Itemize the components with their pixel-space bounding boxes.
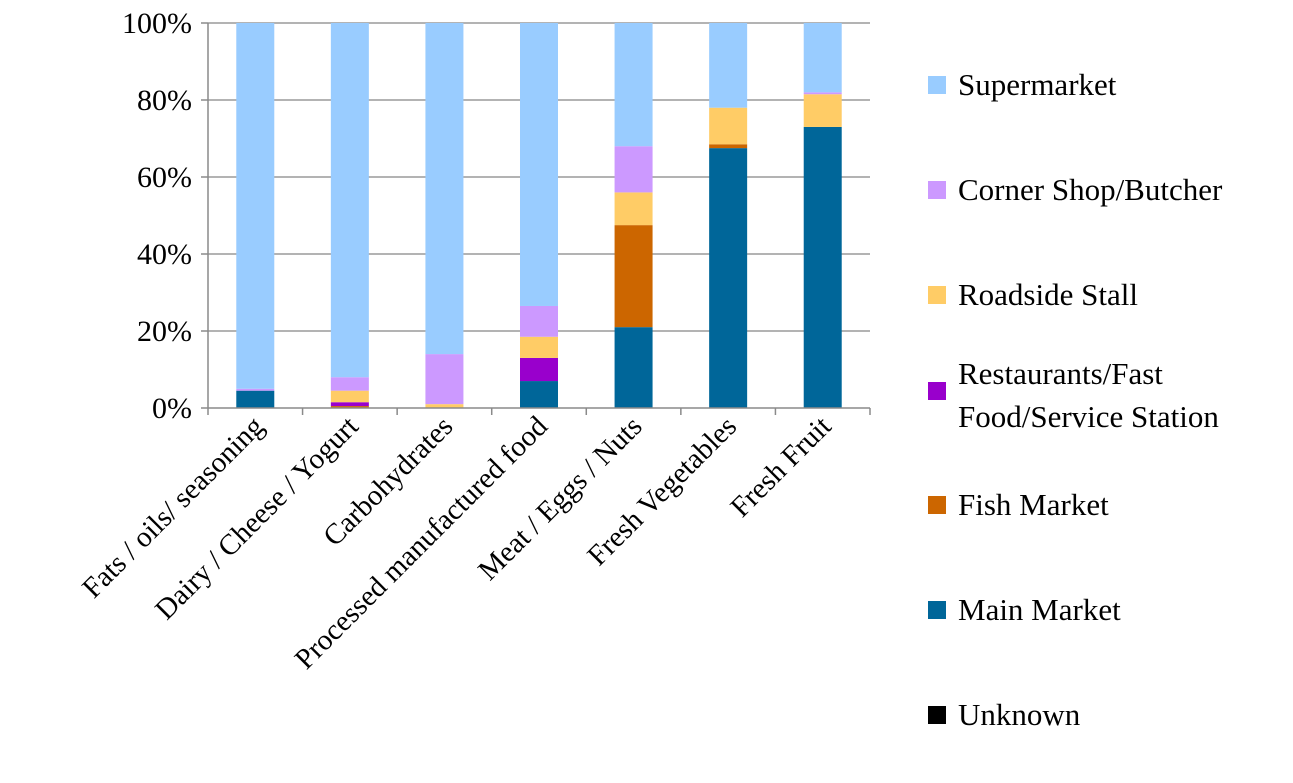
y-tick-label-80: 80% bbox=[137, 84, 192, 117]
bar-fats-oils-seasoning-corner-shop-butcher bbox=[236, 388, 275, 391]
legend-swatch-corner-shop-butcher bbox=[928, 181, 946, 199]
legend-label-roadside-stall: Roadside Stall bbox=[958, 277, 1138, 312]
legend-label-supermarket: Supermarket bbox=[958, 67, 1117, 102]
bar-processed-manufactured-food-roadside-stall bbox=[520, 336, 558, 358]
legend-label-main-market: Main Market bbox=[958, 592, 1121, 627]
bar-fresh-vegetables-fish-market bbox=[709, 144, 748, 149]
bar-dairy-cheese-yogurt-roadside-stall bbox=[330, 390, 369, 403]
bar-processed-manufactured-food-restaurants-fast-food-service-station bbox=[520, 357, 558, 382]
bar-fresh-fruit-main-market bbox=[803, 126, 842, 408]
legend-swatch-supermarket bbox=[928, 76, 946, 94]
bar-meat-eggs-nuts-main-market bbox=[614, 327, 653, 408]
bar-meat-eggs-nuts-supermarket bbox=[614, 23, 653, 147]
legend-item-supermarket: Supermarket bbox=[928, 67, 1117, 102]
legend-swatch-unknown bbox=[928, 706, 946, 724]
legend: Supermarket Corner Shop/Butcher Roadside S… bbox=[928, 67, 1223, 732]
bar-fats-oils-seasoning-supermarket bbox=[236, 23, 275, 389]
bar-dairy-cheese-yogurt-corner-shop-butcher bbox=[330, 377, 369, 391]
bar-fresh-vegetables-main-market bbox=[709, 148, 748, 408]
axes bbox=[201, 22, 871, 415]
legend-item-roadside-stall: Roadside Stall bbox=[928, 277, 1138, 312]
x-tick-label-fresh-fruit: Fresh Fruit bbox=[724, 410, 837, 523]
bar-fresh-vegetables-supermarket bbox=[709, 23, 748, 108]
y-tick-label-100: 100% bbox=[122, 7, 192, 40]
y-tick-label-0: 0% bbox=[152, 392, 192, 425]
legend-item-unknown: Unknown bbox=[928, 697, 1081, 732]
legend-label-unknown: Unknown bbox=[958, 697, 1081, 732]
bar-fresh-fruit-roadside-stall bbox=[803, 94, 842, 127]
legend-item-restaurants-fast-food-service-station: Restaurants/Fast Food/Service Station bbox=[928, 356, 1219, 434]
x-tick-label-meat-eggs-nuts: Meat / Eggs / Nuts bbox=[472, 410, 648, 586]
bar-dairy-cheese-yogurt-supermarket bbox=[330, 23, 369, 378]
legend-item-corner-shop-butcher: Corner Shop/Butcher bbox=[928, 172, 1223, 207]
legend-label-fish-market: Fish Market bbox=[958, 487, 1109, 522]
legend-swatch-fish-market bbox=[928, 496, 946, 514]
x-tick-label-fats-oils-seasoning: Fats / oils/ seasoning bbox=[76, 410, 270, 604]
bar-fats-oils-seasoning-main-market bbox=[236, 390, 275, 408]
bar-dairy-cheese-yogurt-restaurants-fast-food-service-station bbox=[330, 402, 369, 407]
y-tick-label-40: 40% bbox=[137, 238, 192, 271]
bar-meat-eggs-nuts-fish-market bbox=[614, 225, 653, 328]
bar-meat-eggs-nuts-corner-shop-butcher bbox=[614, 146, 653, 193]
bars bbox=[236, 23, 842, 408]
bar-carbohydrates-roadside-stall bbox=[425, 404, 464, 408]
legend-item-fish-market: Fish Market bbox=[928, 487, 1109, 522]
legend-swatch-restaurants-fast-food-service-station bbox=[928, 382, 946, 400]
bar-fresh-fruit-supermarket bbox=[803, 23, 842, 93]
bar-fresh-vegetables-roadside-stall bbox=[709, 107, 748, 145]
legend-item-main-market: Main Market bbox=[928, 592, 1121, 627]
bar-fresh-fruit-corner-shop-butcher bbox=[803, 92, 842, 95]
y-tick-label-60: 60% bbox=[137, 161, 192, 194]
bar-meat-eggs-nuts-roadside-stall bbox=[614, 192, 653, 226]
legend-swatch-roadside-stall bbox=[928, 286, 946, 304]
bar-processed-manufactured-food-main-market bbox=[520, 381, 558, 408]
legend-swatch-main-market bbox=[928, 601, 946, 619]
bar-carbohydrates-corner-shop-butcher bbox=[425, 354, 464, 405]
bar-processed-manufactured-food-supermarket bbox=[520, 23, 558, 306]
bar-processed-manufactured-food-corner-shop-butcher bbox=[520, 305, 558, 337]
y-tick-labels: 0% 20% 40% 60% 80% 100% bbox=[122, 7, 192, 425]
bar-dairy-cheese-yogurt-fish-market bbox=[330, 406, 369, 408]
y-tick-label-20: 20% bbox=[137, 315, 192, 348]
legend-label-restaurants-fast-food-service-station: Restaurants/Fast Food/Service Station bbox=[958, 356, 1219, 434]
bar-carbohydrates-supermarket bbox=[425, 23, 464, 355]
legend-label-corner-shop-butcher: Corner Shop/Butcher bbox=[958, 172, 1223, 207]
